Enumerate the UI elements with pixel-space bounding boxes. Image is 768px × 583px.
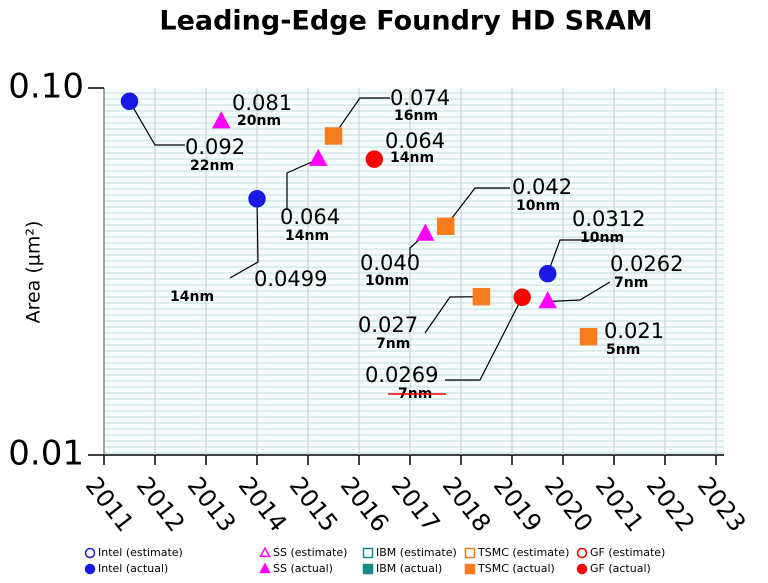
node-label: 10nm bbox=[365, 273, 409, 289]
leader-line bbox=[445, 297, 523, 381]
y-tick-label: 0.10 bbox=[8, 67, 84, 107]
point bbox=[436, 217, 455, 236]
legend-label: TSMC (estimate) bbox=[477, 546, 569, 559]
leader-line bbox=[333, 97, 390, 137]
legend-marker bbox=[576, 563, 588, 575]
legend-marker bbox=[362, 563, 374, 575]
legend-marker bbox=[576, 547, 588, 559]
value-label: 0.074 bbox=[390, 86, 450, 110]
x-tick-label: 2015 bbox=[284, 472, 344, 537]
leader-line bbox=[128, 100, 185, 146]
point bbox=[365, 150, 384, 168]
node-label: 14nm bbox=[285, 228, 329, 244]
value-label: 0.092 bbox=[185, 135, 245, 159]
x-tick-label: 2012 bbox=[131, 472, 191, 537]
legend-marker bbox=[362, 547, 374, 559]
point bbox=[513, 288, 531, 307]
legend-label: GF (estimate) bbox=[590, 546, 665, 559]
legend-label: Intel (actual) bbox=[98, 562, 168, 575]
x-tick-label: 2019 bbox=[488, 472, 548, 537]
value-label: 0.040 bbox=[360, 251, 420, 275]
legend-label: TSMC (actual) bbox=[477, 562, 555, 575]
node-label: 10nm bbox=[516, 198, 560, 214]
legend-label: IBM (estimate) bbox=[376, 546, 457, 559]
legend-marker bbox=[84, 547, 96, 559]
point bbox=[308, 148, 328, 166]
leader-line bbox=[445, 187, 510, 227]
legend-label: GF (actual) bbox=[590, 562, 651, 575]
legend-label: Intel (estimate) bbox=[98, 546, 183, 559]
y-axis-label: Area (µm²) bbox=[23, 221, 45, 324]
legend-label: SS (estimate) bbox=[273, 546, 347, 559]
point bbox=[579, 327, 598, 346]
x-tick-label: 2014 bbox=[233, 472, 293, 537]
value-label: 0.042 bbox=[512, 175, 572, 199]
node-label: 22nm bbox=[190, 158, 234, 174]
y-tick-label: 0.01 bbox=[8, 434, 84, 474]
x-tick-label: 2011 bbox=[80, 472, 140, 537]
point bbox=[416, 223, 435, 241]
leader-line bbox=[547, 281, 611, 303]
x-tick-label: 2020 bbox=[539, 472, 599, 537]
value-label: 0.0499 bbox=[254, 267, 327, 291]
x-tick-label: 2018 bbox=[437, 472, 497, 537]
value-label: 0.027 bbox=[358, 313, 418, 337]
legend-marker bbox=[464, 563, 476, 575]
legend-marker bbox=[464, 547, 476, 559]
node-label: 10nm bbox=[580, 230, 624, 246]
legend-marker bbox=[259, 546, 271, 558]
legend-marker bbox=[259, 562, 271, 574]
x-tick-label: 2016 bbox=[335, 472, 395, 537]
node-label: 14nm bbox=[170, 289, 214, 305]
node-label: 5nm bbox=[606, 342, 640, 358]
x-tick-label: 2022 bbox=[641, 472, 701, 537]
legend-label: SS (actual) bbox=[273, 562, 333, 575]
legend-label: IBM (actual) bbox=[376, 562, 442, 575]
value-label: 0.0312 bbox=[572, 207, 645, 231]
point bbox=[538, 264, 557, 283]
value-label: 0.081 bbox=[232, 91, 292, 115]
point bbox=[538, 291, 557, 309]
x-tick-label: 2021 bbox=[590, 472, 650, 537]
point bbox=[120, 92, 139, 111]
x-tick-label: 2017 bbox=[386, 472, 446, 537]
point bbox=[324, 127, 343, 145]
node-label: 16nm bbox=[394, 108, 438, 124]
leader-line bbox=[547, 239, 620, 274]
value-label: 0.0262 bbox=[610, 252, 683, 276]
value-label: 0.064 bbox=[280, 205, 340, 229]
x-tick-label: 2023 bbox=[692, 472, 752, 537]
node-label: 20nm bbox=[237, 113, 281, 129]
value-label: 0.064 bbox=[385, 129, 445, 153]
value-label: 0.0269 bbox=[365, 363, 438, 387]
point bbox=[248, 190, 266, 208]
point bbox=[212, 111, 231, 129]
leader-line bbox=[286, 158, 319, 210]
node-label: 14nm bbox=[390, 150, 434, 166]
node-label: 7nm bbox=[376, 336, 410, 352]
value-label: 0.021 bbox=[604, 319, 664, 343]
point bbox=[472, 287, 491, 306]
chart-title: Leading-Edge Foundry HD SRAM bbox=[159, 6, 652, 37]
leader-line bbox=[424, 296, 482, 334]
legend-marker bbox=[84, 563, 96, 575]
leader-line bbox=[229, 198, 259, 279]
x-tick-label: 2013 bbox=[182, 472, 242, 537]
node-label: 7nm bbox=[614, 275, 648, 291]
